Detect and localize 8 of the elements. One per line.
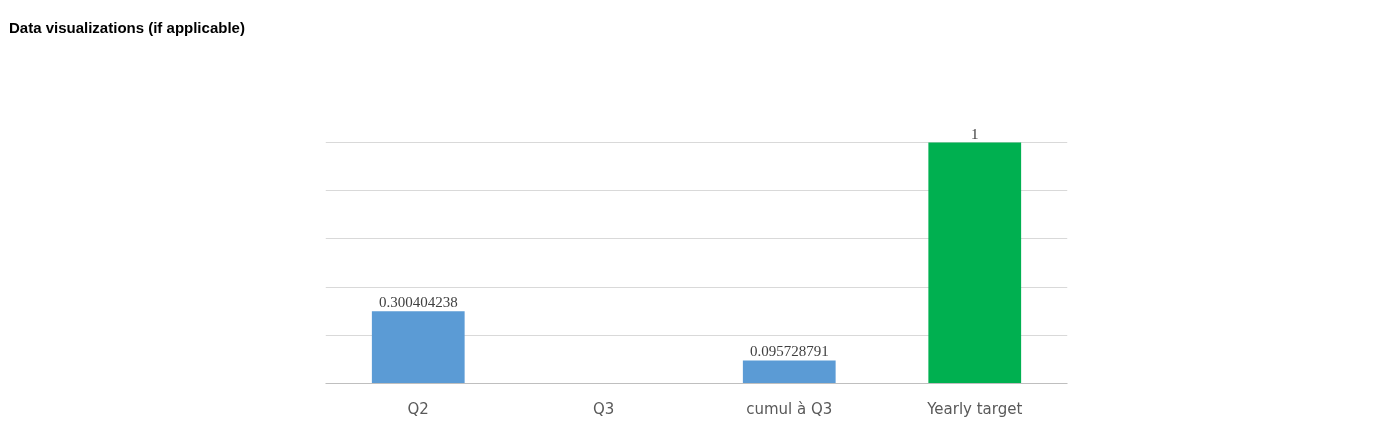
x-tick-label: Yearly target xyxy=(926,399,1023,418)
data-label: 0.300404238 xyxy=(378,294,458,311)
x-tick-label: Q3 xyxy=(593,399,615,418)
x-tick-label: cumul à Q3 xyxy=(746,399,833,418)
data-label: 0.095728791 xyxy=(749,343,829,360)
x-tick-label: Q2 xyxy=(407,399,429,418)
data-label: 1 xyxy=(971,125,979,142)
text: Data visualizations (if applicable) xyxy=(9,18,245,38)
